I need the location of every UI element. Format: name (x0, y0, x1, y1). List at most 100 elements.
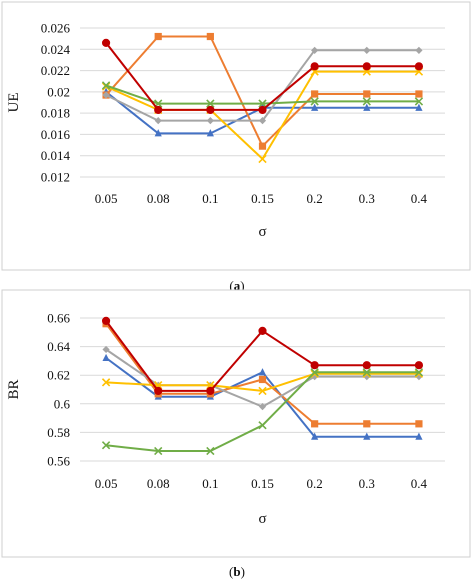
y-tick-label: 0.56 (47, 454, 70, 469)
data-point (102, 353, 110, 362)
data-point (310, 97, 319, 106)
data-point (258, 386, 267, 396)
data-point (101, 378, 111, 387)
caption-letter: a (234, 278, 241, 293)
series-3 (102, 46, 423, 125)
data-point (363, 90, 371, 98)
caption-open: ( (229, 278, 233, 293)
data-point (206, 116, 214, 125)
y-tick-label: 0.58 (47, 425, 70, 440)
data-point (154, 129, 162, 137)
data-point (258, 105, 267, 115)
data-point (362, 368, 371, 377)
data-point (310, 368, 319, 377)
data-point (310, 361, 319, 370)
chart-a: 0.012 0.014 0.016 0.018 0.02 0.022 0.024 0.026 0… (1, 1, 471, 293)
data-point (414, 361, 424, 370)
data-point (258, 99, 267, 108)
caption-close: ) (240, 278, 244, 293)
subfigure-caption: (a) (229, 278, 244, 293)
data-point (415, 432, 423, 440)
x-tick-label: 0.15 (251, 191, 274, 206)
x-tick-label: 0.4 (411, 191, 428, 206)
data-point (258, 375, 267, 384)
data-point (101, 38, 111, 48)
x-axis-label: σ (258, 224, 266, 240)
data-point (258, 421, 267, 430)
y-tick-label: 0.014 (41, 148, 71, 163)
data-point (206, 446, 215, 456)
y-tick-label: 0.012 (41, 170, 70, 185)
data-point (415, 103, 423, 111)
series-6 (101, 316, 424, 396)
x-tick-label: 0.1 (202, 191, 218, 206)
caption-letter: b (233, 564, 240, 579)
data-point (206, 129, 214, 137)
y-tick-label: 0.018 (41, 106, 70, 121)
y-tick-label: 0.024 (41, 42, 71, 57)
x-tick-label: 0.3 (359, 191, 375, 206)
x-tick-label: 0.05 (95, 476, 118, 491)
y-axis-label: UE (6, 93, 22, 113)
data-point (206, 105, 215, 115)
data-point (363, 103, 371, 111)
x-tick-label: 0.3 (359, 476, 375, 491)
data-point (311, 420, 319, 428)
x-tick-label: 0.1 (202, 476, 218, 491)
chart-frame (1, 1, 471, 271)
data-point (311, 46, 319, 54)
y-tick-label: 0.026 (41, 21, 71, 36)
data-point (258, 403, 267, 411)
data-point (415, 46, 423, 54)
y-tick-label: 0.66 (47, 311, 70, 326)
x-tick-label: 0.2 (307, 476, 323, 491)
caption-open: ( (229, 564, 233, 579)
y-tick-label: 0.016 (41, 127, 71, 142)
data-point (258, 326, 267, 335)
data-point (414, 97, 424, 106)
data-point (258, 154, 267, 164)
data-point (102, 91, 110, 99)
series-5 (101, 81, 424, 108)
data-point (363, 420, 371, 428)
data-point (102, 345, 110, 354)
caption-close: ) (241, 564, 245, 579)
data-point (206, 99, 215, 108)
y-tick-label: 0.6 (54, 396, 71, 411)
data-point (311, 103, 319, 111)
data-point (154, 105, 163, 115)
x-tick-label: 0.05 (95, 191, 118, 206)
y-tick-label: 0.62 (47, 368, 70, 383)
y-tick-label: 0.64 (47, 339, 70, 354)
x-tick-label: 0.08 (147, 476, 170, 491)
data-point (206, 32, 214, 41)
data-point (415, 90, 423, 98)
x-tick-label: 0.2 (307, 191, 323, 206)
data-point (258, 142, 267, 150)
data-point (101, 316, 111, 325)
data-point (154, 116, 162, 125)
y-axis-label: BR (6, 379, 22, 399)
data-point (154, 446, 163, 456)
data-point (311, 432, 319, 440)
data-point (206, 386, 215, 396)
data-point (415, 420, 423, 428)
x-tick-label: 0.4 (411, 476, 428, 491)
data-point (101, 441, 111, 450)
x-tick-label: 0.08 (147, 191, 170, 206)
data-point (414, 368, 424, 377)
data-point (154, 32, 162, 41)
data-point (362, 62, 371, 71)
data-point (101, 81, 111, 90)
data-point (362, 97, 371, 106)
y-tick-label: 0.022 (41, 63, 70, 78)
series-6 (101, 38, 424, 115)
data-point (363, 432, 371, 440)
x-axis-label: σ (258, 511, 266, 527)
y-tick-label: 0.02 (47, 84, 70, 99)
data-point (362, 361, 371, 370)
data-point (154, 386, 163, 396)
chart-b: 0.56 0.58 0.6 0.62 0.64 0.66 0.05 0.08 0.1 0.15 0.… (1, 289, 471, 579)
data-point (258, 116, 267, 125)
